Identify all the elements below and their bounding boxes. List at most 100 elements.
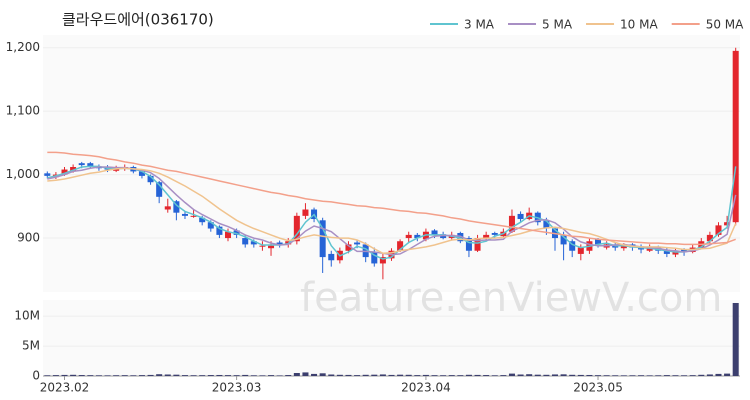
candle-body	[595, 239, 602, 245]
volume-bar	[285, 375, 292, 376]
volume-bar	[508, 373, 515, 376]
x-tick-label: 2023.02	[40, 381, 90, 395]
ma-line	[47, 167, 737, 255]
volume-bar	[138, 375, 145, 376]
volume-bar	[207, 375, 214, 376]
volume-bar	[681, 375, 688, 376]
volume-bar	[517, 374, 524, 376]
candle-body	[405, 234, 412, 239]
volume-bar	[164, 374, 171, 376]
volume-bar	[397, 374, 404, 376]
volume-tick-label: 5M	[22, 339, 40, 353]
watermark: feature.enViewV.com	[300, 275, 722, 321]
volume-bar	[534, 374, 541, 376]
volume-bar	[440, 375, 447, 376]
candle-body	[474, 238, 481, 251]
candle-body	[199, 217, 206, 223]
volume-bar	[311, 373, 318, 376]
candle-body	[302, 209, 309, 216]
candle-body	[61, 169, 68, 175]
y-tick-label: 1,200	[6, 40, 40, 54]
candle-body	[431, 230, 438, 235]
ma-line	[47, 165, 737, 260]
candle-body	[569, 241, 576, 251]
candle-body	[646, 247, 653, 251]
volume-bar	[457, 375, 464, 376]
candle-body	[706, 234, 713, 242]
volume-bar	[44, 375, 51, 376]
candle-body	[181, 213, 188, 216]
candle-body	[293, 215, 300, 242]
volume-bar	[655, 375, 662, 376]
y-tick-label: 1,000	[6, 167, 40, 181]
volume-bar	[483, 375, 490, 376]
volume-bar	[354, 375, 361, 376]
volume-bar	[595, 375, 602, 376]
candle-body	[190, 215, 197, 217]
x-tick-label: 2023.04	[401, 381, 451, 395]
volume-bar	[371, 374, 378, 376]
candle-body	[233, 230, 240, 235]
volume-bar	[629, 375, 636, 376]
candle-body	[268, 245, 275, 249]
volume-bar	[293, 373, 300, 376]
candle-body	[259, 245, 266, 247]
volume-bar	[577, 374, 584, 376]
volume-tick-label: 10M	[14, 309, 40, 323]
volume-bar	[113, 375, 120, 376]
candle-body	[371, 252, 378, 264]
volume-bar	[603, 375, 610, 376]
volume-bar	[250, 375, 257, 376]
volume-bar	[95, 375, 102, 376]
volume-bar	[526, 374, 533, 376]
candle-body	[87, 163, 94, 167]
candle-body	[508, 215, 515, 232]
candle-body	[242, 238, 249, 245]
y-tick-label: 900	[17, 231, 40, 245]
volume-bar	[405, 374, 412, 376]
x-tick-label: 2023.03	[212, 381, 262, 395]
candle-body	[70, 166, 77, 171]
candle-body	[138, 171, 145, 176]
volume-bar	[689, 375, 696, 376]
candle-body	[354, 242, 361, 245]
candle-body	[732, 50, 739, 223]
volume-bar	[414, 375, 421, 376]
volume-bar	[638, 375, 645, 376]
volume-bar	[569, 374, 576, 376]
volume-bar	[224, 375, 232, 376]
candle-body	[224, 231, 232, 239]
volume-bar	[672, 375, 679, 376]
volume-bar	[345, 374, 352, 376]
volume-bar	[190, 375, 197, 376]
candle-body	[345, 244, 352, 251]
volume-bar	[724, 373, 731, 376]
volume-bar	[551, 374, 559, 376]
candle-body	[620, 245, 627, 249]
volume-bar	[233, 375, 240, 376]
volume-bar	[465, 374, 472, 376]
legend-label: 5 MA	[542, 18, 573, 32]
candle-body	[379, 257, 386, 264]
candle-body	[78, 163, 85, 166]
candle-body	[250, 241, 257, 245]
volume-bar	[242, 374, 249, 376]
candle-body	[543, 220, 550, 229]
volume-bar	[199, 375, 206, 376]
candle-body	[319, 220, 326, 258]
candle-body	[164, 206, 171, 210]
volume-bar	[78, 375, 85, 376]
volume-pane	[43, 300, 740, 376]
volume-bar	[61, 374, 68, 376]
volume-bar	[52, 375, 59, 376]
candle-body	[147, 175, 154, 183]
candle-body	[517, 213, 524, 220]
volume-bar	[663, 375, 670, 376]
volume-bar	[448, 375, 455, 376]
volume-bar	[706, 374, 713, 376]
volume-bar	[121, 375, 128, 376]
volume-bar	[698, 374, 705, 376]
x-tick-label: 2023.05	[573, 381, 623, 395]
volume-bar	[276, 375, 283, 376]
candle-body	[491, 232, 498, 235]
